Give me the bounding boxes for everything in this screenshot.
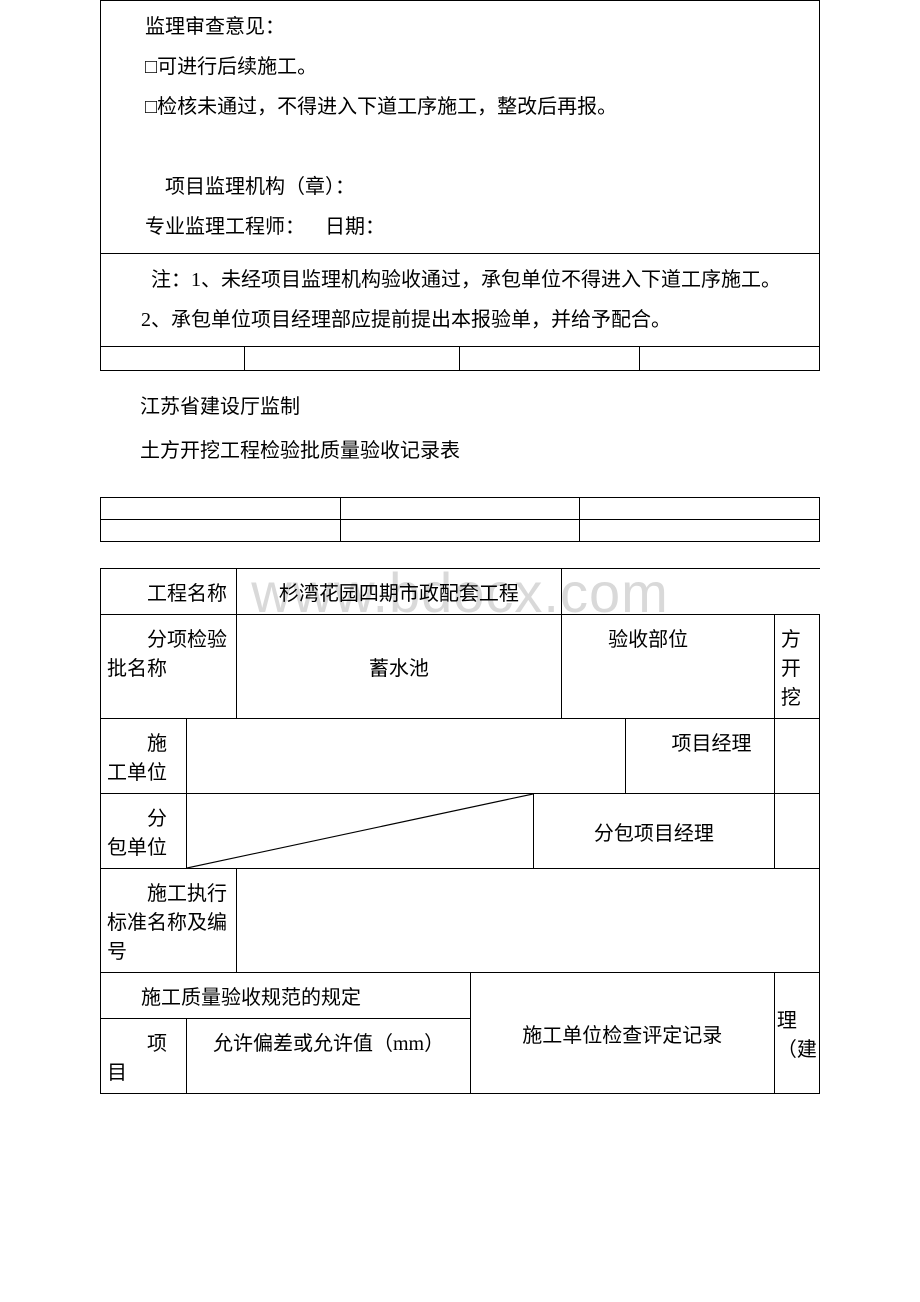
label-sub-unit: 分包单位: [101, 794, 187, 869]
label-project-manager: 项目经理: [625, 719, 774, 794]
label-item: 项目: [101, 1019, 187, 1094]
supervision-org-label: 项目监理机构（章）：: [105, 167, 815, 207]
value-construct-unit: [186, 719, 625, 794]
label-construct-unit: 施工单位: [101, 719, 187, 794]
sub-unit-diagonal-cell: [186, 794, 533, 869]
code-grid: [100, 497, 820, 542]
label-check-record: 施工单位检查评定记录: [470, 973, 774, 1094]
supervision-option-2: □检核未通过，不得进入下道工序施工，整改后再报。: [105, 87, 815, 127]
value-project-manager: [774, 719, 819, 794]
supervision-note-2: 2、承包单位项目经理部应提前提出本报验单，并给予配合。: [101, 300, 815, 340]
value-sub-pm: [774, 794, 819, 869]
doc-title: 土方开挖工程检验批质量验收记录表: [100, 429, 820, 473]
supervision-note-1: 注：1、未经项目监理机构验收通过，承包单位不得进入下道工序施工。: [151, 269, 781, 291]
label-sub-pm: 分包项目经理: [533, 794, 774, 869]
label-accept-part: 验收部位: [562, 615, 775, 719]
label-batch-name: 分项检验批名称: [101, 615, 237, 719]
label-supervisor-col: 理（建: [774, 973, 819, 1094]
value-batch-name: 蓄水池: [236, 615, 562, 719]
issuer-text: 江苏省建设厅监制: [100, 385, 820, 429]
label-tolerance: 允许偏差或允许值（mm）: [186, 1019, 470, 1094]
inspection-table: 工程名称 杉湾花园四期市政配套工程 分项检验批名称 蓄水池 验收部位 方开挖 施…: [100, 568, 820, 1094]
label-standard: 施工执行标准名称及编号: [101, 869, 237, 973]
label-spec-header: 施工质量验收规范的规定: [101, 973, 471, 1019]
supervision-heading: 监理审查意见：: [105, 7, 815, 47]
label-project-name: 工程名称: [101, 569, 237, 615]
diagonal-line-icon: [187, 794, 533, 868]
supervision-date-label: 日期：: [325, 216, 385, 238]
value-accept-part: 方开挖: [774, 615, 819, 719]
value-standard: [236, 869, 819, 973]
supervision-engineer-label: 专业监理工程师：: [145, 216, 305, 238]
supervision-table: 监理审查意见： □可进行后续施工。 □检核未通过，不得进入下道工序施工，整改后再…: [100, 0, 820, 371]
supervision-option-1: □可进行后续施工。: [105, 47, 815, 87]
value-project-name: 杉湾花园四期市政配套工程: [236, 569, 562, 615]
